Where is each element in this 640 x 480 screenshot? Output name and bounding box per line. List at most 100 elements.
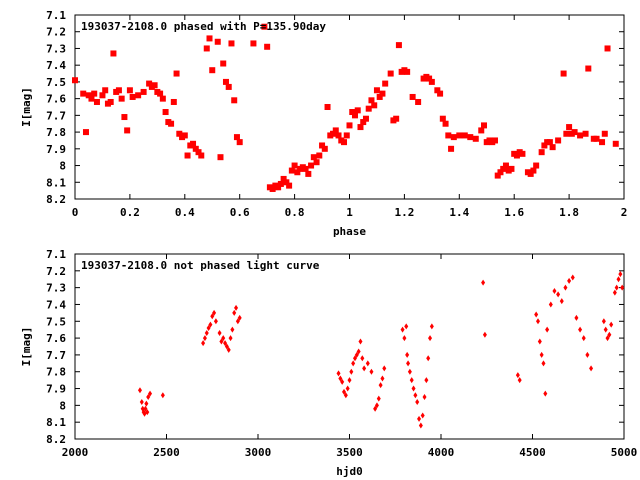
data-point bbox=[324, 104, 331, 110]
data-point bbox=[286, 182, 293, 189]
data-point bbox=[603, 326, 608, 333]
data-point bbox=[110, 50, 117, 57]
data-point bbox=[418, 422, 423, 429]
data-point bbox=[349, 109, 356, 116]
data-point bbox=[478, 127, 485, 134]
y-tick-label: 7.4 bbox=[46, 298, 66, 311]
data-point bbox=[195, 149, 202, 156]
data-point bbox=[614, 284, 619, 291]
y-axis-title: I[mag] bbox=[20, 327, 33, 367]
data-point bbox=[411, 385, 416, 392]
data-point bbox=[145, 409, 150, 416]
data-point bbox=[275, 184, 282, 191]
data-point bbox=[351, 112, 358, 119]
data-point bbox=[519, 150, 526, 157]
data-point bbox=[409, 377, 414, 384]
data-point bbox=[283, 179, 290, 186]
data-point bbox=[601, 318, 606, 325]
data-point bbox=[170, 98, 177, 105]
data-point bbox=[121, 114, 128, 121]
data-point bbox=[308, 162, 315, 169]
data-point bbox=[618, 271, 623, 278]
x-tick-label: 2500 bbox=[153, 446, 180, 459]
data-point bbox=[291, 162, 298, 169]
x-tick-label: 5000 bbox=[611, 446, 638, 459]
data-point bbox=[494, 172, 501, 179]
data-point bbox=[236, 139, 243, 146]
data-point bbox=[612, 289, 617, 296]
data-point bbox=[405, 351, 410, 358]
data-point bbox=[371, 102, 378, 109]
data-point bbox=[225, 83, 232, 90]
data-point bbox=[387, 70, 394, 77]
panel-title: 193037-2108.0 not phased light curve bbox=[81, 259, 320, 272]
y-tick-label: 8.2 bbox=[46, 193, 66, 206]
data-point bbox=[442, 120, 449, 127]
data-point bbox=[237, 314, 242, 321]
data-point bbox=[502, 162, 509, 169]
data-point bbox=[517, 377, 522, 384]
data-point bbox=[497, 169, 504, 176]
x-axis-title: hjd0 bbox=[336, 465, 363, 478]
data-point bbox=[310, 154, 317, 161]
data-point bbox=[620, 284, 625, 291]
data-point bbox=[415, 399, 420, 405]
y-axis-title: I[mag] bbox=[20, 87, 33, 127]
data-point bbox=[365, 105, 372, 112]
data-point bbox=[437, 90, 444, 97]
data-point bbox=[566, 124, 573, 131]
data-point bbox=[319, 142, 326, 149]
data-point bbox=[351, 360, 356, 367]
x-tick-label: 1 bbox=[346, 206, 353, 219]
data-point bbox=[567, 277, 572, 284]
data-point bbox=[450, 134, 457, 141]
x-tick-label: 3500 bbox=[336, 446, 363, 459]
y-tick-label: 7.4 bbox=[46, 59, 66, 72]
data-point bbox=[88, 95, 95, 102]
data-point bbox=[151, 82, 158, 89]
x-tick-label: 0.6 bbox=[230, 206, 250, 219]
data-point bbox=[500, 165, 507, 172]
data-point bbox=[168, 120, 175, 127]
data-point bbox=[563, 284, 568, 291]
data-point bbox=[107, 98, 114, 105]
data-point bbox=[563, 130, 570, 137]
data-point bbox=[99, 92, 106, 99]
data-point bbox=[429, 323, 434, 330]
data-point bbox=[148, 390, 153, 397]
data-point bbox=[548, 301, 553, 308]
data-point bbox=[206, 325, 211, 331]
data-point bbox=[354, 107, 361, 114]
data-point bbox=[82, 129, 89, 136]
data-point bbox=[605, 335, 610, 342]
data-point bbox=[356, 348, 361, 355]
data-point bbox=[549, 144, 556, 151]
data-point bbox=[508, 165, 515, 172]
data-point bbox=[535, 318, 540, 325]
data-point bbox=[491, 137, 498, 144]
data-point bbox=[184, 152, 191, 159]
data-point bbox=[530, 167, 537, 174]
data-point bbox=[482, 331, 487, 338]
data-point bbox=[219, 338, 224, 345]
data-point bbox=[302, 165, 309, 172]
data-point bbox=[201, 340, 206, 347]
data-point bbox=[250, 40, 257, 47]
data-point bbox=[582, 130, 589, 137]
data-point bbox=[538, 149, 545, 156]
data-point bbox=[210, 313, 215, 320]
data-point bbox=[335, 132, 342, 139]
data-point bbox=[424, 377, 429, 384]
data-point bbox=[382, 365, 387, 372]
y-tick-label: 7.3 bbox=[46, 282, 66, 295]
data-point bbox=[467, 134, 474, 141]
data-point bbox=[434, 87, 441, 94]
data-point bbox=[376, 395, 381, 402]
data-point bbox=[345, 385, 350, 392]
x-tick-label: 0.4 bbox=[175, 206, 195, 219]
data-point bbox=[231, 97, 238, 104]
y-tick-label: 8.1 bbox=[46, 416, 66, 429]
data-point bbox=[222, 78, 229, 85]
data-point bbox=[539, 351, 544, 358]
data-point bbox=[402, 335, 407, 342]
